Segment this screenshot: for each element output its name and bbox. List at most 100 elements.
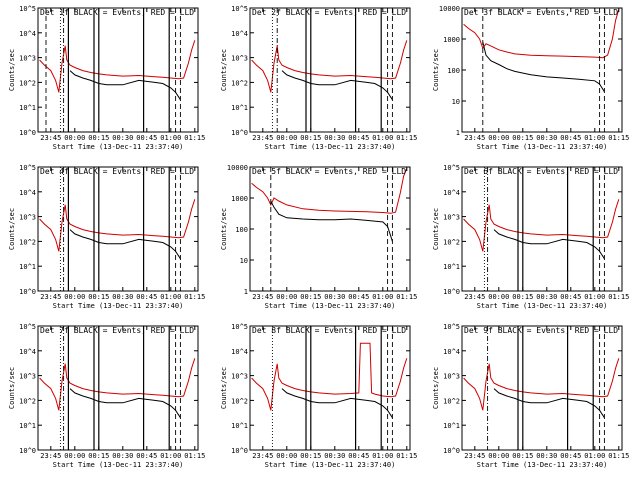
x-tick-label: 23:45 (464, 293, 485, 301)
x-tick-label: 01:00 (160, 452, 181, 460)
x-tick-label: 00:00 (488, 452, 509, 460)
y-tick-label: 10^1 (231, 422, 248, 430)
x-tick-label: 01:00 (372, 293, 393, 301)
y-tick-label: 10^5 (443, 164, 460, 172)
y-tick-label: 10^1 (19, 263, 36, 271)
x-tick-label: 00:15 (512, 134, 533, 142)
x-tick-label: 01:15 (608, 452, 629, 460)
x-tick-label: 00:30 (112, 452, 133, 460)
x-tick-label: 00:45 (560, 452, 581, 460)
x-tick-label: 00:30 (112, 293, 133, 301)
plot-frame (37, 166, 199, 292)
x-tick-label: 00:45 (560, 293, 581, 301)
y-tick-label: 1 (456, 129, 460, 137)
plot-frame (249, 7, 411, 133)
plot-frame (461, 325, 623, 451)
chart-title: Det 3f BLACK = Events, RED = LLD (464, 8, 618, 17)
x-tick-label: 23:45 (464, 452, 485, 460)
plot-frame (37, 325, 199, 451)
x-axis-label: Start Time (13-Dec-11 23:37:40) (477, 302, 608, 310)
x-tick-label: 01:15 (396, 293, 417, 301)
y-tick-label: 1000 (443, 36, 460, 44)
y-axis-label: Counts/sec (8, 49, 16, 91)
series-line-events (69, 70, 181, 100)
x-tick-label: 01:15 (396, 452, 417, 460)
x-tick-label: 00:30 (324, 293, 345, 301)
y-tick-label: 1000 (231, 195, 248, 203)
x-tick-label: 00:45 (136, 134, 157, 142)
x-tick-label: 23:45 (252, 134, 273, 142)
y-tick-label: 10^0 (19, 288, 36, 296)
x-tick-label: 00:15 (300, 134, 321, 142)
y-tick-label: 10^5 (231, 323, 248, 331)
series-line-events (482, 41, 605, 92)
chart-panel-1: 10^010^110^210^310^410^523:45 00:00 00:15 0… (8, 5, 205, 151)
y-tick-label: 10^3 (19, 55, 36, 63)
chart-title: Det 6f BLACK = Events, RED = LLD (464, 167, 618, 176)
y-tick-label: 10^2 (443, 238, 460, 246)
chart-panel-3: 1 10 100 1000 10000 23:45 00:00 00:15 00:30 00:45… (432, 5, 629, 151)
y-axis-label: Counts/sec (8, 208, 16, 250)
x-tick-label: 01:15 (184, 293, 205, 301)
y-tick-label: 10000 (439, 5, 460, 13)
x-tick-label: 01:15 (184, 452, 205, 460)
x-tick-label: 00:30 (324, 452, 345, 460)
x-tick-label: 23:45 (40, 452, 61, 460)
x-tick-label: 00:00 (276, 452, 297, 460)
y-tick-label: 10^2 (19, 238, 36, 246)
x-tick-label: 01:00 (584, 134, 605, 142)
y-axis-label: Counts/sec (220, 367, 228, 409)
plot-frame (37, 7, 199, 133)
y-tick-label: 10000 (227, 164, 248, 172)
chart-title: Det 4f BLACK = Events, RED = LLD (40, 167, 194, 176)
x-tick-label: 01:15 (608, 134, 629, 142)
series-line-lld (463, 9, 620, 59)
y-tick-label: 10^3 (231, 373, 248, 381)
y-tick-label: 10^5 (19, 5, 36, 13)
chart-panel-8: 10^010^110^210^310^410^523:45 00:00 00:15 0… (220, 323, 417, 469)
x-tick-label: 00:30 (112, 134, 133, 142)
x-tick-label: 00:15 (512, 452, 533, 460)
x-tick-label: 01:00 (160, 134, 181, 142)
y-tick-label: 10^5 (19, 323, 36, 331)
x-axis-label: Start Time (13-Dec-11 23:37:40) (265, 461, 396, 469)
x-tick-label: 00:15 (88, 293, 109, 301)
x-tick-label: 00:00 (276, 134, 297, 142)
chart-title: Det 7f BLACK = Events, RED = LLD (40, 326, 194, 335)
y-tick-label: 10^4 (19, 189, 36, 197)
y-tick-label: 10^4 (19, 348, 36, 356)
plot-frame (249, 166, 411, 292)
series-line-lld (39, 40, 196, 93)
x-axis-label: Start Time (13-Dec-11 23:37:40) (53, 302, 184, 310)
series-line-events (69, 229, 181, 259)
x-tick-label: 00:15 (300, 452, 321, 460)
y-tick-label: 10^5 (231, 5, 248, 13)
y-tick-label: 10^1 (443, 263, 460, 271)
series-line-lld (39, 358, 196, 411)
series-line-events (493, 388, 605, 418)
x-axis-label: Start Time (13-Dec-11 23:37:40) (53, 461, 184, 469)
y-tick-label: 10^0 (231, 447, 248, 455)
x-axis-label: Start Time (13-Dec-11 23:37:40) (477, 461, 608, 469)
x-tick-label: 00:00 (64, 452, 85, 460)
y-tick-label: 10 (452, 98, 460, 106)
x-tick-label: 00:00 (276, 293, 297, 301)
y-tick-label: 10^4 (19, 30, 36, 38)
x-axis-label: Start Time (13-Dec-11 23:37:40) (265, 143, 396, 151)
x-tick-label: 23:45 (252, 293, 273, 301)
x-tick-label: 00:45 (560, 134, 581, 142)
series-line-events (493, 229, 605, 259)
x-tick-label: 00:15 (88, 134, 109, 142)
x-tick-label: 23:45 (252, 452, 273, 460)
y-tick-label: 1 (244, 288, 248, 296)
x-tick-label: 01:15 (608, 293, 629, 301)
x-tick-label: 23:45 (40, 134, 61, 142)
x-tick-label: 00:00 (64, 293, 85, 301)
chart-panel-9: 10^010^110^210^310^410^523:45 00:00 00:15 0… (432, 323, 629, 469)
y-tick-label: 10^0 (231, 129, 248, 137)
y-tick-label: 10^3 (19, 373, 36, 381)
series-line-lld (39, 199, 196, 252)
chart-title: Det 9f BLACK = Events, RED = LLD (464, 326, 618, 335)
x-tick-label: 01:00 (584, 293, 605, 301)
